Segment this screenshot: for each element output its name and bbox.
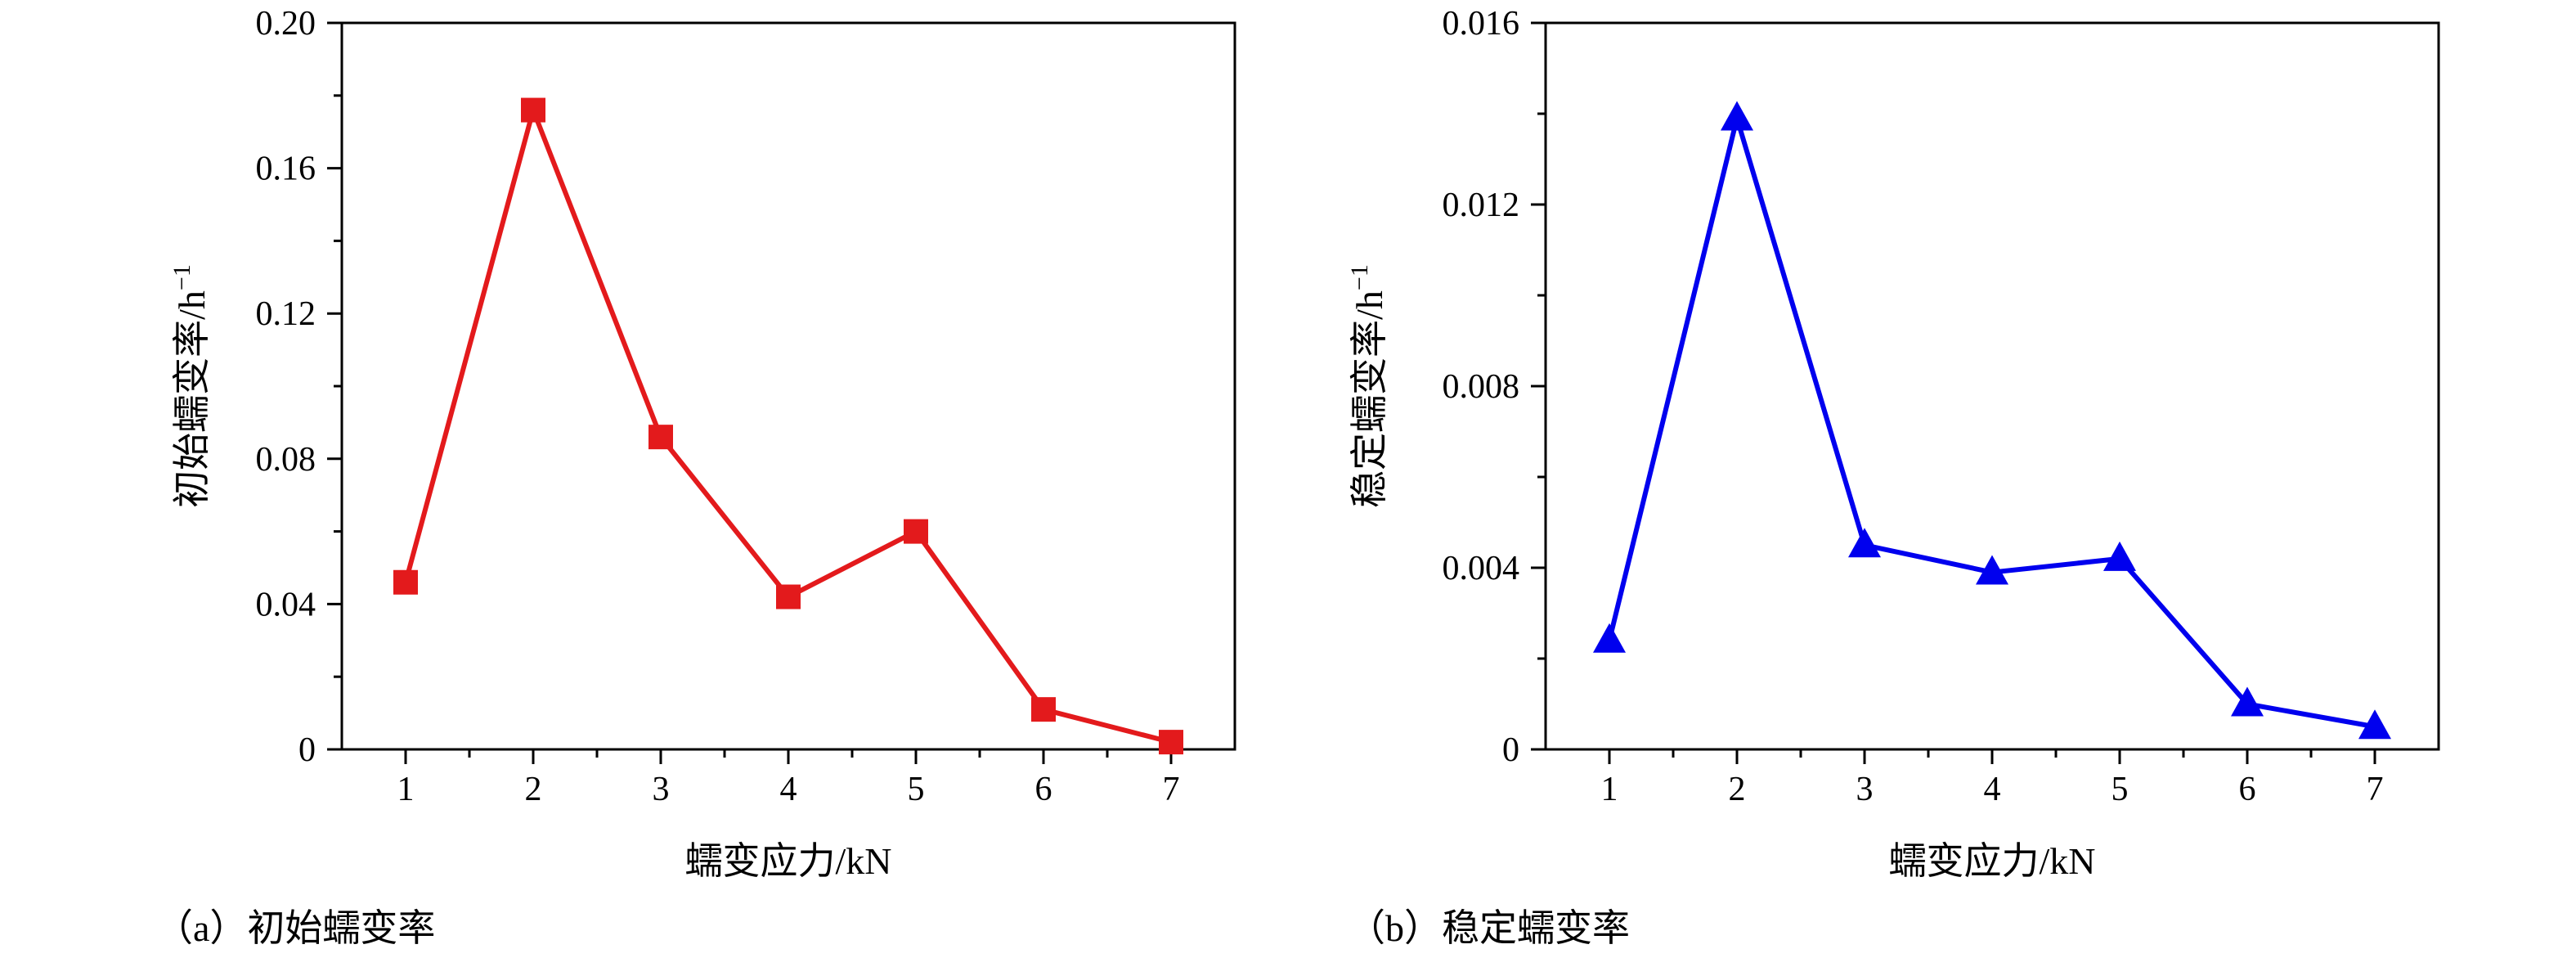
- x-tick-label: 4: [780, 771, 797, 808]
- panel-b-y-axis-label: 稳定蠕变率/h−1: [1346, 264, 1390, 508]
- x-tick-label: 3: [653, 771, 670, 808]
- y-tick-label: 0.012: [1443, 187, 1520, 224]
- data-point-square: [393, 569, 418, 595]
- data-point-triangle: [1721, 101, 1753, 131]
- panel-b-plot-frame: [1544, 21, 2440, 751]
- y-tick-label: 0.20: [256, 5, 316, 43]
- data-point-square: [521, 97, 545, 123]
- panel-b-x-axis-label: 蠕变应力/kN: [1889, 840, 2096, 882]
- data-point-triangle: [1593, 623, 1626, 653]
- x-tick-label: 7: [1163, 771, 1180, 808]
- panel-b-series: [1593, 101, 2391, 740]
- data-point-square: [904, 519, 928, 544]
- data-point-triangle: [2358, 709, 2391, 740]
- x-tick-label: 5: [2112, 771, 2129, 808]
- x-tick-label: 7: [2367, 771, 2384, 808]
- x-tick-label: 4: [1984, 771, 2001, 808]
- data-point-triangle: [1976, 555, 2008, 585]
- panel-a-x-axis-label: 蠕变应力/kN: [685, 840, 892, 882]
- y-tick-label: 0.16: [256, 151, 316, 188]
- y-tick-label: 0.016: [1443, 5, 1520, 43]
- data-point-triangle: [2231, 686, 2264, 717]
- panel-a-plot-frame: [340, 21, 1236, 751]
- x-tick-label: 2: [525, 771, 542, 808]
- y-tick-label: 0.12: [256, 295, 316, 333]
- data-point-triangle: [2103, 541, 2136, 571]
- panel-b-y-axis-label-main: 稳定蠕变率/h: [1349, 290, 1390, 508]
- panel-b-y-axis-label-sup: −1: [1346, 264, 1373, 290]
- panel-a-ticks: 1 2 3 4 5 6 7 0 0.04 0.08 0.12 0.16 0.20: [256, 5, 1180, 808]
- panel-b-ticks: 1 2 3 4 5 6 7 0 0.004 0.008 0.012 0.016: [1443, 5, 2384, 808]
- panel-a-y-axis-label-main: 初始蠕变率/h: [171, 290, 213, 508]
- series-line: [1607, 115, 2376, 730]
- y-tick-label: 0: [1502, 731, 1519, 769]
- panel-a-series: [393, 97, 1183, 755]
- panel-a-y-axis-label: 初始蠕变率/h−1: [168, 264, 213, 508]
- y-tick-label: 0.008: [1443, 368, 1520, 406]
- x-tick-label: 1: [397, 771, 415, 808]
- y-tick-label: 0.08: [256, 441, 316, 479]
- panel-a-caption: （a）初始蠕变率: [155, 907, 435, 949]
- x-tick-label: 6: [1035, 771, 1052, 808]
- data-point-triangle: [1848, 528, 1881, 558]
- x-tick-label: 5: [908, 771, 925, 808]
- data-point-square: [1159, 730, 1183, 755]
- x-tick-label: 2: [1729, 771, 1746, 808]
- y-tick-label: 0.04: [256, 586, 316, 623]
- y-tick-label: 0: [298, 731, 316, 769]
- panel-b-caption: （b）稳定蠕变率: [1348, 907, 1630, 949]
- data-point-square: [648, 425, 673, 450]
- panel-a-y-axis-label-sup: −1: [168, 264, 195, 290]
- x-tick-label: 3: [1856, 771, 1874, 808]
- panel-b: 1 2 3 4 5 6 7 0 0.004 0.008 0.012 0.016 蠕变应力/kN 稳定蠕…: [1346, 5, 2440, 949]
- panel-a: 1 2 3 4 5 6 7 0 0.04 0.08 0.12 0.16 0.20 蠕变应力/kN 初始蠕…: [155, 5, 1236, 949]
- x-tick-label: 6: [2239, 771, 2256, 808]
- x-tick-label: 1: [1601, 771, 1618, 808]
- y-tick-label: 0.004: [1443, 550, 1520, 587]
- series-line: [403, 107, 1172, 745]
- data-point-square: [1031, 697, 1056, 722]
- data-point-square: [776, 584, 801, 609]
